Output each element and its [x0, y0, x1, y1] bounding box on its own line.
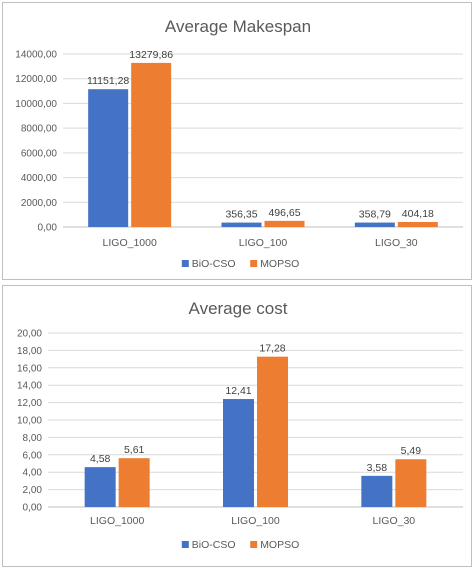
- makespan-y-tick-label: 8000,00: [21, 124, 58, 135]
- cost-bar-bio-cso-ligo_30: [361, 475, 393, 507]
- cost-chart-panel: Average cost 0,00 2,00 4,00 6,00 8,00 10,00 12,…: [2, 285, 472, 567]
- makespan-chart-title: Average Makespan: [165, 17, 311, 36]
- makespan-data-label: 11151,28: [87, 75, 129, 87]
- cost-y-tick-label: 4,00: [23, 468, 43, 479]
- makespan-y-tick-label: 4000,00: [21, 173, 58, 184]
- makespan-legend-label: BiO-CSO: [192, 258, 236, 270]
- cost-y-tick-label: 0,00: [23, 503, 43, 514]
- cost-x-tick-label: LIGO_30: [373, 515, 416, 527]
- cost-y-tick-label: 20,00: [17, 329, 42, 340]
- cost-y-tick-label: 14,00: [17, 381, 42, 392]
- makespan-x-tick-label: LIGO_100: [239, 237, 288, 249]
- cost-data-label: 3,58: [367, 462, 388, 474]
- makespan-legend-label: MOPSO: [260, 258, 299, 270]
- cost-bar-bio-cso-ligo_100: [223, 399, 254, 507]
- makespan-y-tick-label: 12000,00: [15, 74, 57, 85]
- cost-legend-label: MOPSO: [260, 539, 299, 551]
- cost-chart-title: Average cost: [189, 299, 288, 318]
- cost-bar-mopso-ligo_100: [257, 356, 288, 507]
- makespan-chart: Average Makespan 0,00 2000,00 4000,00 6000,0…: [15, 17, 463, 270]
- cost-y-tick-label: 18,00: [17, 346, 42, 357]
- makespan-data-label: 13279,86: [129, 49, 173, 61]
- cost-y-tick-label: 10,00: [17, 416, 42, 427]
- cost-bar-mopso-ligo_30: [395, 459, 427, 507]
- makespan-data-label: 496,65: [268, 207, 300, 219]
- cost-y-tick-label: 2,00: [23, 485, 43, 496]
- cost-bar-bio-cso-ligo_1000: [84, 467, 116, 507]
- cost-bar-mopso-ligo_1000: [118, 458, 150, 507]
- makespan-y-tick-label: 0,00: [38, 223, 58, 234]
- cost-data-label: 4,58: [90, 453, 111, 465]
- cost-chart: Average cost 0,00 2,00 4,00 6,00 8,00 10,00 12,…: [17, 299, 463, 551]
- cost-x-tick-label: LIGO_1000: [90, 515, 144, 527]
- makespan-chart-panel: Average Makespan 0,00 2000,00 4000,00 6000,0…: [2, 2, 472, 280]
- makespan-y-tick-label: 6000,00: [21, 148, 58, 159]
- makespan-bar-bio-cso-ligo_30: [354, 222, 395, 227]
- cost-data-label: 5,61: [124, 444, 145, 456]
- makespan-data-label: 404,18: [402, 208, 434, 220]
- makespan-x-tick-label: LIGO_1000: [103, 237, 157, 249]
- makespan-y-tick-label: 2000,00: [21, 198, 58, 209]
- makespan-y-tick-label: 10000,00: [15, 99, 57, 110]
- cost-data-label: 5,49: [401, 445, 422, 457]
- makespan-data-label: 358,79: [359, 209, 391, 221]
- makespan-bar-bio-cso-ligo_1000: [88, 89, 129, 227]
- makespan-legend-swatch-bio-cso: [181, 260, 189, 267]
- cost-data-label: 12,41: [225, 385, 251, 397]
- cost-legend-swatch-bio-cso: [181, 541, 189, 548]
- makespan-bar-mopso-ligo_1000: [131, 62, 172, 228]
- makespan-bar-mopso-ligo_100: [264, 220, 305, 227]
- cost-data-label: 17,28: [259, 343, 285, 355]
- cost-y-tick-label: 6,00: [23, 450, 43, 461]
- cost-y-tick-label: 16,00: [17, 363, 42, 374]
- makespan-data-label: 356,35: [225, 209, 257, 221]
- makespan-bar-bio-cso-ligo_100: [221, 222, 262, 227]
- makespan-y-tick-label: 14000,00: [15, 50, 57, 61]
- cost-legend-swatch-mopso: [250, 541, 258, 548]
- cost-legend-label: BiO-CSO: [192, 539, 236, 551]
- makespan-legend-swatch-mopso: [250, 260, 258, 267]
- cost-y-tick-label: 8,00: [23, 433, 43, 444]
- makespan-x-tick-label: LIGO_30: [375, 237, 418, 249]
- makespan-bar-mopso-ligo_30: [397, 222, 438, 227]
- cost-x-tick-label: LIGO_100: [231, 515, 280, 527]
- cost-y-tick-label: 12,00: [17, 398, 42, 409]
